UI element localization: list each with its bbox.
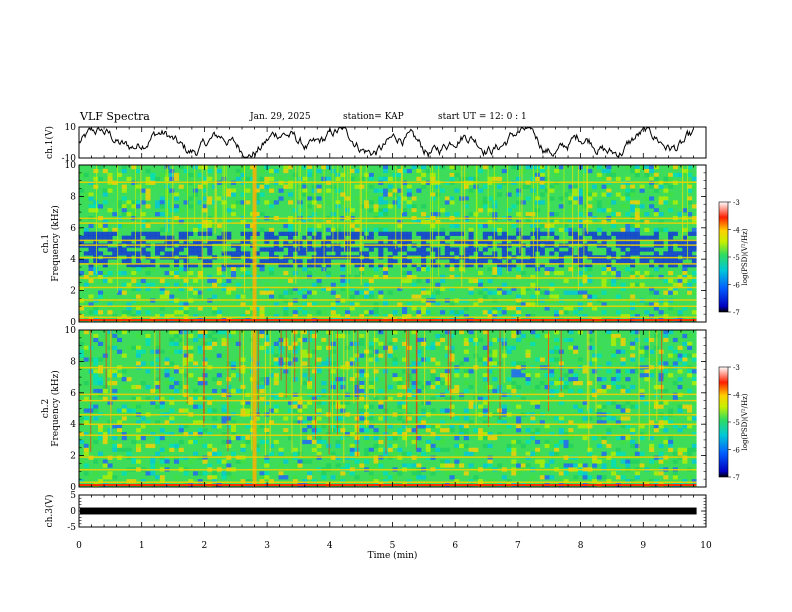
y-axis-label: ch.2 Frequency (kHz) [41,370,61,447]
figure-title: VLF Spectra [80,110,150,123]
x-tick-label: 3 [264,541,270,551]
y-axis-label-line: Frequency (kHz) [50,370,61,447]
colorbar-label-text: log(PSD)(V²/Hz) [741,393,749,450]
y-tick-label: 10 [65,161,77,171]
colorbar-tick-label: -6 [733,447,740,455]
y-tick-label: 2 [70,452,76,462]
colorbar-tick-label: -3 [733,199,740,207]
y-tick-label: 2 [70,287,76,297]
ch1-waveform-line [78,126,694,159]
x-tick-label: 1 [139,541,145,551]
y-tick-label: 8 [70,357,76,367]
colorbar-label: log(PSD)(V²/Hz) [741,228,749,285]
y-axis-label-line: ch.3(V) [44,495,55,528]
y-axis-label-line: ch.1 [41,234,51,253]
colorbar-tick-label: -4 [733,227,740,235]
x-tick-label: 10 [700,541,712,551]
y-tick-label: 8 [70,192,76,202]
x-tick-label: 8 [578,541,584,551]
ch1-waveform-panel [78,126,694,159]
y-tick-label: 0 [70,507,76,517]
x-tick-label: 7 [515,541,521,551]
y-tick-label: -5 [67,523,76,533]
y-axis-label: ch.3(V) [44,495,55,528]
x-tick-label: 9 [640,541,646,551]
y-axis-label-line: ch.1(V) [44,126,55,159]
y-axis-label-line: ch.2 [41,399,51,418]
y-tick-label: 10 [65,326,77,336]
colorbar-tick-label: -4 [733,392,740,400]
y-tick-label: 6 [70,224,76,234]
burst-event [252,165,257,322]
colorbar-tick-label: -7 [733,474,740,482]
y-tick-label: 4 [70,420,76,430]
burst-event [252,330,257,487]
y-tick-label: 10 [65,123,77,133]
y-tick-label: 4 [70,255,76,265]
colorbar-label: log(PSD)(V²/Hz) [741,393,749,450]
colorbar-tick-label: -5 [733,419,740,427]
y-axis-label-line: Frequency (kHz) [50,205,61,282]
ch1-spectrogram-panel: -3 -4 -5 -6 -7 log(PSD)(V²/Hz) [79,165,749,323]
colorbar-label-text: log(PSD)(V²/Hz) [741,228,749,285]
x-tick-label: 5 [390,541,396,551]
y-tick-label: 5 [70,491,76,501]
start-time-label: start UT = 12: 0 : 1 [438,112,527,122]
colorbar-tick-label: -6 [733,282,740,290]
y-tick-label: -10 [62,154,77,164]
ch3-signal-trace [80,507,697,515]
colorbar [718,201,729,313]
y-axis-label: ch.1 Frequency (kHz) [41,205,61,282]
x-tick-label: 0 [76,541,82,551]
x-tick-label: 2 [202,541,208,551]
date-label: Jan. 29, 2025 [250,112,311,122]
ch3-signal-panel [80,507,697,515]
y-tick-label: 0 [70,483,76,493]
y-axis-label: ch.1(V) [44,126,55,159]
colorbar [718,366,729,478]
colorbar-tick-label: -7 [733,309,740,317]
x-axis-label: Time (min) [368,550,418,561]
x-tick-label: 6 [452,541,458,551]
y-tick-label: 0 [70,318,76,328]
y-tick-label: 6 [70,389,76,399]
x-tick-label: 4 [327,541,333,551]
colorbar-tick-label: -5 [733,254,740,262]
station-label: station= KAP [343,112,404,122]
colorbar-tick-label: -3 [733,364,740,372]
ch2-spectrogram-panel: -3 -4 -5 -6 -7 log(PSD)(V²/Hz) [79,330,749,488]
